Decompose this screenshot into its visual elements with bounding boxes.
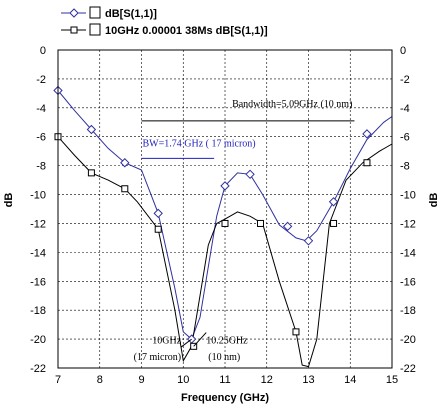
label-10ghz-leader (180, 338, 192, 348)
annotations: Bandwidth=5.09GHz (10 nm) BW=1.74 GHz ( … (134, 99, 355, 363)
series-1-marker (328, 197, 339, 207)
series-2-marker (87, 169, 95, 177)
y-tick-label-left: -16 (30, 276, 46, 288)
y-tick-label-left: -20 (30, 334, 46, 346)
y-tick-label-left: -14 (30, 247, 46, 259)
x-tick-label: 15 (386, 374, 398, 386)
legend-marker-series-1 (69, 8, 79, 18)
series-2-marker (154, 225, 162, 233)
y-tick-label-left: -10 (30, 190, 46, 202)
label-10ghz-line2: (17 micron) (134, 352, 182, 363)
y-tick-label-right: -16 (400, 276, 416, 288)
x-axis-title: Frequency (GHz) (181, 392, 269, 404)
y-axis-title-left: dB (3, 193, 15, 208)
legend-item-series-2: 10GHz 0.00001 38Ms dB[S(1,1)] (61, 23, 268, 37)
y-tick-label-left: -18 (30, 305, 46, 317)
legend-checkbox-series-2[interactable] (89, 23, 101, 36)
y-tick-label-left: 0 (40, 45, 46, 57)
y-tick-label-right: -6 (400, 132, 410, 144)
y-tick-label-left: -12 (30, 218, 46, 230)
y-tick-label-left: -22 (30, 363, 46, 375)
series-line-2 (57, 136, 393, 368)
x-tick-label: 13 (302, 374, 314, 386)
series-1-marker (245, 169, 255, 180)
y-tick-label-right: 0 (400, 45, 406, 57)
y-tick-label-left: -8 (36, 161, 46, 173)
x-tick-label: 7 (55, 374, 61, 386)
tick-labels: 7 8 9 10 11 12 13 14 15 0 0 -2 -2 -4 -4 -6 -6 -8 -8 -10 -10 -… (30, 45, 416, 386)
bandwidth-10nm-label: Bandwidth=5.09GHz (10 nm) (232, 99, 352, 110)
legend: dB[S(1,1)] 10GHz 0.00001 38Ms dB[S(1,1)] (61, 6, 268, 37)
y-tick-label-left: -4 (36, 103, 46, 115)
series-1-marker (282, 221, 293, 232)
y-tick-label-right: -12 (400, 218, 416, 230)
series-2-marker (363, 159, 371, 167)
series-1-marker (220, 181, 230, 191)
x-tick-label: 10 (177, 374, 189, 386)
y-tick-label-left: -6 (36, 132, 46, 144)
series-2-marker (121, 185, 129, 193)
series-2-marker (330, 219, 338, 227)
legend-checkbox-series-1[interactable] (89, 6, 101, 19)
legend-label-series-2: 10GHz 0.00001 38Ms dB[S(1,1)] (105, 25, 268, 37)
y-tick-label-right: -18 (400, 305, 416, 317)
x-tick-label: 12 (261, 374, 273, 386)
series-2-marker (256, 219, 264, 227)
grid (58, 50, 392, 368)
label-1025ghz-line2: (10 nm) (208, 352, 240, 363)
label-10ghz-line1: 10GHz (152, 335, 181, 346)
series-1-marker (86, 124, 97, 135)
y-tick-label-right: -2 (400, 74, 410, 86)
series-2-marker (292, 328, 300, 336)
series-1-marker (362, 129, 372, 139)
series-1-marker (303, 236, 314, 246)
y-tick-label-right: -20 (400, 334, 416, 346)
series-1-marker (153, 208, 163, 219)
series-2-marker (221, 219, 229, 227)
x-tick-label: 11 (219, 374, 230, 386)
bandwidth-17micron-label: BW=1.74 GHz ( 17 micron) (143, 138, 256, 149)
legend-item-series-1: dB[S(1,1)] (61, 6, 157, 20)
x-tick-label: 14 (344, 374, 356, 386)
y-tick-label-right: -10 (400, 190, 416, 202)
legend-label-series-1: dB[S(1,1)] (105, 8, 157, 20)
y-axis-title-right: dB (428, 193, 440, 208)
plot-frame (57, 49, 393, 369)
series-layer (53, 85, 393, 368)
legend-marker-series-2 (70, 26, 78, 34)
y-tick-label-left: -2 (36, 74, 46, 86)
y-tick-label-right: -22 (400, 363, 416, 375)
label-1025ghz-line1: 10.25GHz (206, 335, 248, 346)
label-1025ghz-leader (193, 332, 207, 347)
y-tick-label-right: -4 (400, 103, 410, 115)
x-tick-label: 9 (138, 374, 144, 386)
series-1-marker (120, 158, 130, 168)
y-tick-label-right: -8 (400, 161, 410, 173)
y-tick-label-right: -14 (400, 247, 416, 259)
x-tick-label: 8 (97, 374, 103, 386)
